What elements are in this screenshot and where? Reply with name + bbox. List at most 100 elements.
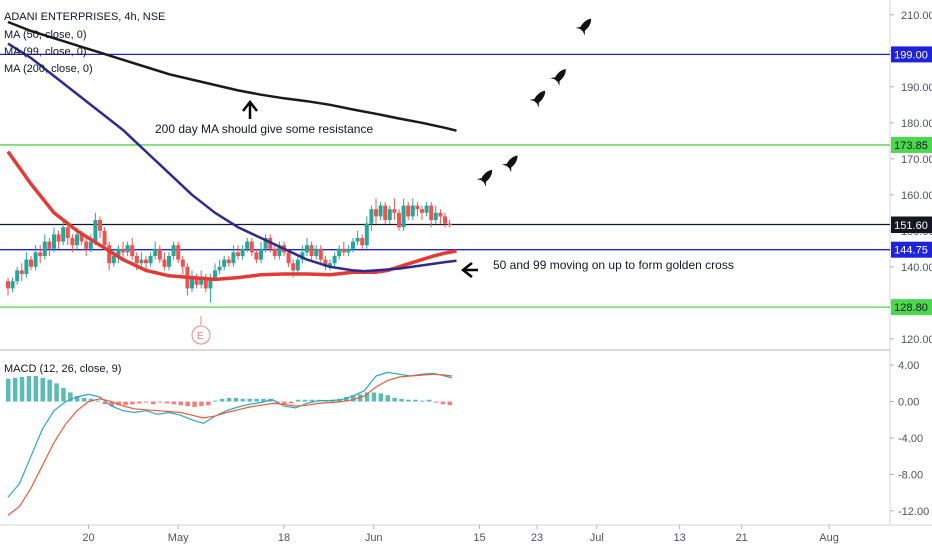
- macd-histogram-bar: [40, 377, 45, 402]
- candle-body: [314, 248, 319, 256]
- macd-histogram-bar: [164, 401, 170, 404]
- earnings-label: E: [197, 331, 204, 342]
- time-tick-label: Jun: [365, 532, 383, 544]
- candle-body: [75, 234, 79, 246]
- last-price-tag: 151.60: [894, 220, 928, 232]
- candle-body: [65, 227, 70, 238]
- macd-histogram-bar: [192, 401, 197, 408]
- candle-body: [61, 227, 66, 242]
- macd-histogram-bar: [344, 397, 349, 402]
- candle-body: [401, 205, 406, 228]
- rocket-fin: [550, 77, 560, 86]
- candle-body: [424, 205, 429, 213]
- candle-body: [167, 256, 171, 267]
- candle-body: [98, 220, 102, 231]
- candle-body: [438, 212, 443, 217]
- candle-body: [139, 259, 144, 264]
- candle-body: [291, 263, 296, 271]
- price-tick-label: 210.00: [901, 10, 932, 22]
- price-pane[interactable]: [0, 0, 890, 350]
- candle-body: [121, 248, 125, 253]
- candle-body: [29, 259, 33, 267]
- macd-histogram-bar: [371, 392, 377, 402]
- level-price-tag: 199.00: [894, 49, 928, 61]
- time-axis[interactable]: 20 May 18 Jun 15 23 Jul 13 21 Aug: [82, 525, 839, 544]
- macd-histogram-bar: [219, 398, 225, 402]
- rocket-icon: [529, 90, 546, 108]
- legend-ma200: MA (200, close, 0): [4, 63, 93, 75]
- macd-histogram-bar: [178, 401, 183, 406]
- candle-body: [415, 205, 420, 210]
- macd-histogram-bar: [116, 401, 121, 406]
- candle-body: [387, 209, 392, 220]
- time-tick-label: May: [168, 532, 189, 544]
- rocket-icon: [550, 69, 566, 86]
- price-tick-label: 170.00: [901, 154, 932, 166]
- earnings-marker[interactable]: E: [191, 316, 211, 345]
- macd-histogram-bar: [247, 398, 252, 402]
- candle-body: [309, 245, 314, 256]
- rocket-icon: [476, 169, 493, 187]
- macd-tick-label: -4.00: [898, 433, 923, 445]
- candle-body: [378, 205, 383, 217]
- ma-line: [7, 20, 457, 132]
- up-arrow-icon: [242, 99, 258, 119]
- candle-body: [217, 266, 222, 271]
- macd-histogram-bar: [447, 401, 453, 406]
- macd-histogram-bar: [385, 395, 390, 402]
- macd-tick-label: 0.00: [898, 397, 919, 409]
- candle-body: [88, 241, 93, 249]
- candles[interactable]: [6, 198, 452, 303]
- macd-tick-label: -12.00: [898, 506, 929, 518]
- candle-body: [194, 277, 199, 285]
- macd-histogram-bar: [364, 392, 370, 402]
- macd-histogram-bar: [123, 401, 128, 406]
- candle-body: [295, 259, 300, 271]
- candle-body: [369, 209, 374, 224]
- ma-line: [7, 42, 457, 273]
- candle-body: [15, 270, 20, 282]
- macd-histogram-bar: [433, 401, 439, 403]
- macd-histogram-bar: [254, 398, 259, 402]
- macd-histogram-bar: [6, 378, 11, 402]
- rocket-body: [579, 18, 592, 32]
- rocket-icon: [575, 18, 592, 36]
- candle-body: [70, 238, 75, 246]
- candle-body: [84, 241, 89, 249]
- candle-body: [24, 259, 29, 274]
- candle-body: [360, 238, 365, 246]
- last-price-tag-bg: [891, 217, 932, 234]
- macd-axis[interactable]: 4.00 0.00 -4.00 -8.00 -12.00: [890, 360, 929, 518]
- price-tick-label: 190.00: [901, 82, 932, 94]
- legend-macd: MACD (12, 26, close, 9): [4, 363, 121, 375]
- candle-body: [254, 252, 259, 260]
- macd-histogram-bar: [199, 401, 204, 407]
- candle-body: [199, 277, 204, 285]
- macd-histogram-bar: [378, 393, 384, 402]
- macd-histogram-bar: [68, 392, 73, 402]
- chart-title: ADANI ENTERPRISES, 4h, NSE: [4, 11, 165, 23]
- time-tick-label: Aug: [819, 532, 839, 544]
- macd-histogram-bar: [206, 401, 211, 406]
- candle-body: [277, 245, 282, 256]
- candle-body: [52, 234, 56, 249]
- resistance-annotation: 200 day MA should give some resistance: [155, 122, 373, 136]
- candle-body: [171, 245, 176, 256]
- candle-body: [111, 256, 116, 264]
- macd-histogram-bar: [226, 397, 232, 402]
- candle-body: [286, 252, 291, 264]
- candle-body: [374, 209, 378, 217]
- candle-body: [107, 245, 112, 264]
- macd-histogram-bar: [54, 383, 59, 402]
- candle-body: [102, 230, 107, 246]
- macd-histogram-bar: [213, 400, 218, 402]
- rocket-body: [481, 169, 493, 183]
- price-tick-label: 120.00: [901, 334, 932, 346]
- candle-body: [19, 270, 24, 274]
- candle-body: [383, 205, 388, 220]
- candle-body: [318, 248, 323, 260]
- macd-histogram-bar: [413, 399, 418, 402]
- candle-body: [236, 252, 240, 256]
- candle-body: [33, 252, 38, 267]
